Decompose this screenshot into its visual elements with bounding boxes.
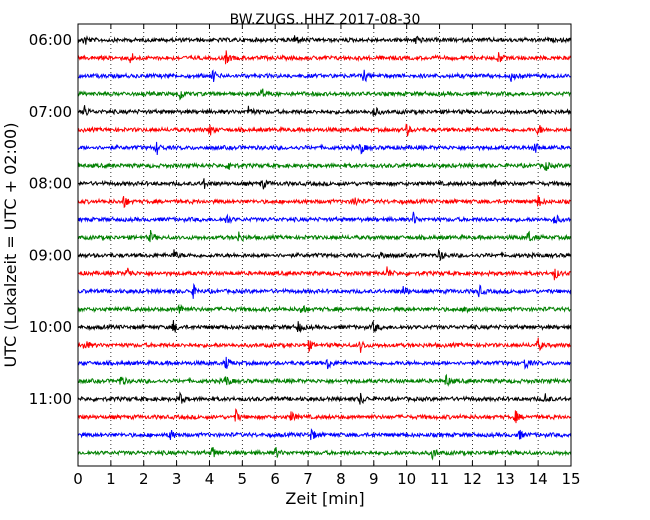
x-tick-label-12: 12: [463, 470, 482, 488]
x-tick-label-6: 6: [270, 470, 280, 488]
trace-0700: [77, 105, 572, 117]
x-tick-label-3: 3: [172, 470, 182, 488]
trace-0800: [77, 178, 571, 190]
trace-0645: [77, 88, 572, 101]
trace-0815: [77, 195, 571, 209]
x-tick-label-15: 15: [561, 470, 580, 488]
trace-0600: [77, 35, 572, 45]
trace-0745: [77, 161, 571, 171]
x-tick-label-7: 7: [303, 470, 313, 488]
y-tick-label-1: 07:00: [29, 103, 72, 121]
trace-1145: [77, 446, 572, 461]
x-tick-label-1: 1: [106, 470, 116, 488]
trace-0630: [77, 69, 571, 83]
trace-0615: [77, 50, 572, 65]
trace-1000: [77, 319, 572, 334]
seismogram-traces: [77, 35, 572, 461]
trace-1015: [77, 337, 571, 354]
trace-0915: [77, 266, 571, 281]
trace-1030: [77, 356, 571, 370]
trace-0930: [77, 282, 572, 299]
x-tick-label-14: 14: [529, 470, 548, 488]
trace-0715: [77, 123, 572, 137]
x-tick-label-9: 9: [369, 470, 379, 488]
y-axis-ticks: 06:00 07:00 08:00 09:00 10:00 11:00: [29, 31, 571, 408]
y-tick-label-0: 06:00: [29, 31, 72, 49]
x-tick-label-13: 13: [496, 470, 515, 488]
x-tick-label-8: 8: [336, 470, 346, 488]
y-tick-label-4: 10:00: [29, 318, 72, 336]
y-tick-label-2: 08:00: [29, 175, 72, 193]
trace-0730: [77, 141, 571, 156]
trace-1100: [77, 391, 571, 405]
y-axis-label: UTC (Lokalzeit = UTC + 02:00): [1, 123, 20, 368]
trace-0900: [77, 248, 572, 261]
trace-1115: [77, 408, 571, 424]
x-axis-ticks: 0 1 2 3 4 5 6 7 8 9 10 11 12 13 14 15: [73, 24, 581, 488]
trace-0945: [77, 303, 571, 314]
x-tick-label-0: 0: [73, 470, 83, 488]
plot-frame: [77, 23, 572, 467]
trace-0830: [77, 211, 572, 225]
y-tick-label-5: 11:00: [29, 390, 72, 408]
trace-1130: [77, 428, 572, 441]
x-tick-label-10: 10: [397, 470, 416, 488]
x-tick-label-11: 11: [430, 470, 449, 488]
vertical-grid: [110, 24, 539, 466]
x-tick-label-4: 4: [205, 470, 215, 488]
y-tick-label-3: 09:00: [29, 246, 72, 264]
chart-title: BW.ZUGS..HHZ 2017-08-30: [230, 12, 421, 28]
x-tick-label-5: 5: [238, 470, 248, 488]
x-tick-label-2: 2: [139, 470, 149, 488]
trace-1045: [77, 373, 571, 387]
x-axis-label: Zeit [min]: [285, 489, 364, 508]
trace-0845: [77, 229, 572, 243]
